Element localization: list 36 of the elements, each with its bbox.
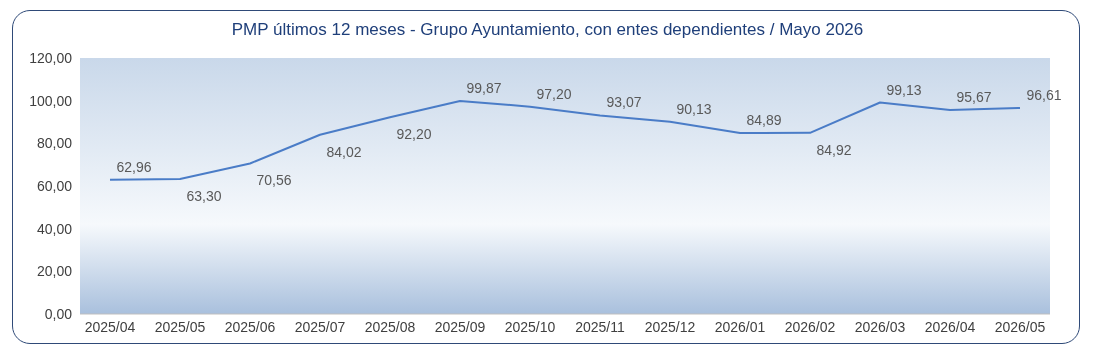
x-tick-label: 2025/04 <box>84 318 136 335</box>
data-label: 93,07 <box>606 94 642 111</box>
data-label: 84,89 <box>746 111 782 128</box>
y-tick-label: 120,00 <box>29 49 73 66</box>
x-tick-label: 2025/10 <box>504 318 556 335</box>
data-label: 99,87 <box>466 79 502 96</box>
y-tick-label: 60,00 <box>36 177 73 194</box>
x-tick-label: 2025/09 <box>434 318 486 335</box>
x-tick-label: 2025/06 <box>224 318 276 335</box>
y-tick-label: 100,00 <box>29 92 73 109</box>
x-tick-label: 2026/02 <box>784 318 836 335</box>
data-label: 92,20 <box>396 126 432 143</box>
x-tick-label: 2026/05 <box>994 318 1046 335</box>
x-tick-label: 2026/01 <box>714 318 766 335</box>
y-tick-label: 0,00 <box>44 305 73 322</box>
data-label: 63,30 <box>186 187 222 204</box>
y-tick-label: 20,00 <box>36 263 73 280</box>
data-label: 96,61 <box>1026 86 1062 103</box>
data-label: 62,96 <box>116 158 152 175</box>
data-label: 84,92 <box>816 141 852 158</box>
x-tick-label: 2025/05 <box>154 318 206 335</box>
chart-title: PMP últimos 12 meses - Grupo Ayuntamiento, con entes dependientes / Mayo 2026 <box>230 20 865 40</box>
y-tick-label: 80,00 <box>36 135 73 152</box>
x-tick-label: 2025/11 <box>575 318 625 335</box>
x-tick-label: 2025/07 <box>294 318 346 335</box>
x-tick-label: 2025/08 <box>364 318 416 335</box>
x-tick-label: 2026/04 <box>924 318 976 335</box>
data-label: 99,13 <box>886 81 922 98</box>
x-tick-label: 2025/12 <box>644 318 696 335</box>
data-label: 95,67 <box>956 88 992 105</box>
data-label: 70,56 <box>256 172 292 189</box>
x-tick-label: 2026/03 <box>854 318 906 335</box>
data-label: 84,02 <box>326 143 362 160</box>
data-label: 97,20 <box>536 85 572 102</box>
y-tick-label: 40,00 <box>36 220 73 237</box>
data-label: 90,13 <box>676 100 712 117</box>
